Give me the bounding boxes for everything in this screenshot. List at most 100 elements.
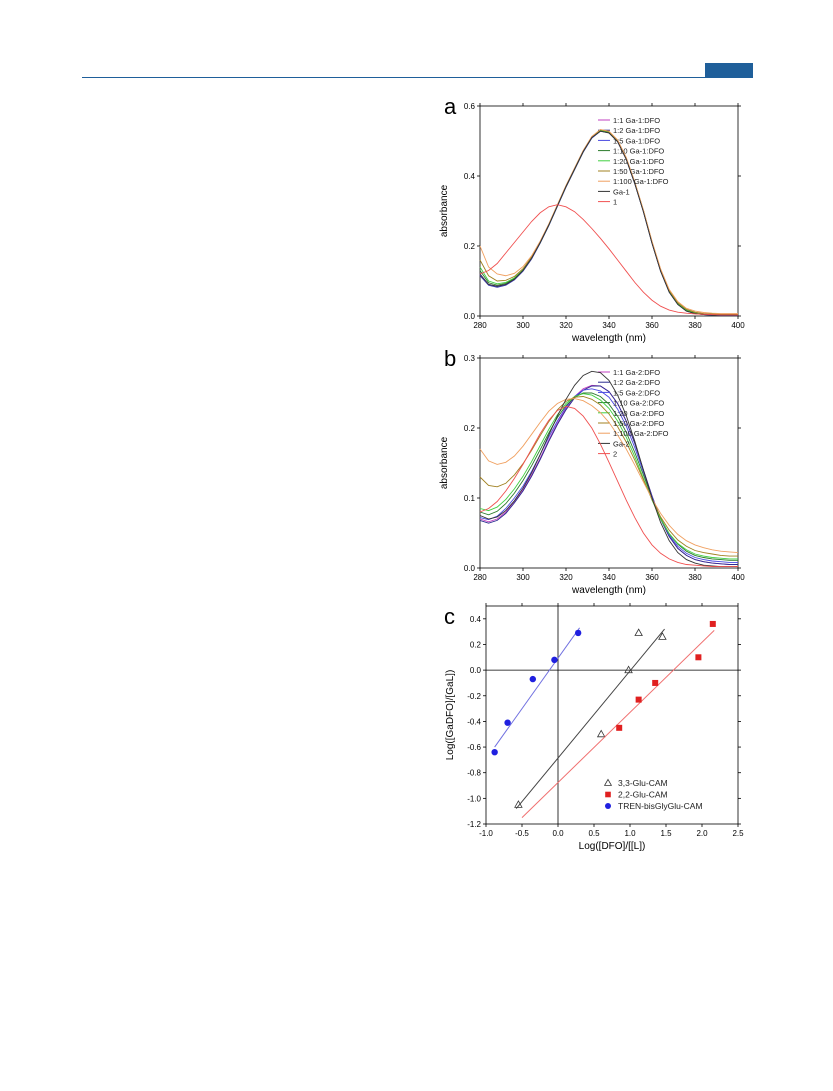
fit-line xyxy=(494,627,581,748)
data-point xyxy=(529,675,536,683)
x-tick-label: 2.5 xyxy=(732,829,744,838)
legend-entry: Ga-2 xyxy=(613,439,630,448)
legend-marker xyxy=(603,778,613,786)
legend-entry: 3,3-Glu-CAM xyxy=(618,778,668,788)
header-tab xyxy=(705,63,753,77)
series-line xyxy=(479,130,738,316)
x-tick-label: 1.5 xyxy=(660,829,672,838)
x-tick-label: 400 xyxy=(731,321,745,330)
x-axis-label: wavelength (nm) xyxy=(571,333,646,344)
series-line xyxy=(479,370,738,568)
x-tick-label: 300 xyxy=(516,321,530,330)
x-tick-label: 340 xyxy=(602,573,616,582)
chart-panel-c: c-1.0 -0.5 0.0 0.5 1.0 1.5 2.0 2.5-1.2-1.0-0.8-… xyxy=(444,603,744,852)
data-point xyxy=(551,656,558,664)
y-axis-label: absorbance xyxy=(439,436,450,489)
legend-entry: 1:100 Ga-2:DFO xyxy=(613,429,669,438)
series-line xyxy=(479,130,738,316)
x-axis-label: Log([DFO]/[[L]) xyxy=(579,841,646,852)
series-line xyxy=(479,128,738,314)
series-line xyxy=(479,129,738,316)
series-line xyxy=(479,388,738,563)
data-point xyxy=(574,629,582,637)
y-tick-label: -0.6 xyxy=(467,743,481,752)
y-tick-label: -0.2 xyxy=(467,692,481,701)
panel-letter: a xyxy=(444,94,457,119)
y-tick-label: 0.1 xyxy=(464,494,476,503)
data-point xyxy=(635,696,642,703)
y-tick-label: -1.2 xyxy=(467,820,481,829)
y-tick-label: -1.0 xyxy=(467,794,481,803)
x-tick-label: 360 xyxy=(645,573,659,582)
data-point xyxy=(624,665,633,674)
panel-letter: b xyxy=(444,346,456,371)
series-line xyxy=(479,405,738,568)
y-axis-label: absorbance xyxy=(439,184,450,237)
y-tick-label: 0.2 xyxy=(464,424,476,433)
legend-marker xyxy=(605,791,611,798)
x-tick-label: 380 xyxy=(688,321,702,330)
x-tick-label: 320 xyxy=(559,573,573,582)
plot-frame xyxy=(485,605,739,825)
legend-entry: TREN-bisGlyGlu-CAM xyxy=(618,801,703,811)
series-line xyxy=(479,385,738,565)
series-line xyxy=(479,392,738,561)
x-tick-label: 0.0 xyxy=(552,829,564,838)
legend-entry: 1 xyxy=(613,198,617,207)
y-tick-label: 0.2 xyxy=(470,640,482,649)
fit-line xyxy=(521,630,715,818)
y-axis-label: Log([GaDFO]/[GaL]) xyxy=(445,670,456,761)
legend-entry: 1:2 Ga-1:DFO xyxy=(613,126,660,135)
legend-entry: 1:5 Ga-2:DFO xyxy=(613,388,660,397)
data-point xyxy=(652,679,659,686)
x-tick-label: 280 xyxy=(473,573,487,582)
x-tick-label: 380 xyxy=(688,573,702,582)
plot-frame xyxy=(479,105,739,317)
data-point xyxy=(491,748,498,756)
x-tick-label: -1.0 xyxy=(479,829,493,838)
data-point xyxy=(695,654,702,661)
x-tick-label: 1.0 xyxy=(624,829,636,838)
series-line xyxy=(479,130,738,316)
panel-letter: c xyxy=(444,604,455,629)
x-tick-label: -0.5 xyxy=(515,829,529,838)
series-line xyxy=(479,129,738,315)
legend-entry: 1:50 Ga-2:DFO xyxy=(613,419,664,428)
x-tick-label: 280 xyxy=(473,321,487,330)
legend-marker xyxy=(605,803,611,809)
x-axis-label: wavelength (nm) xyxy=(571,585,646,596)
legend-entry: 1:100 Ga-1:DFO xyxy=(613,177,669,186)
y-tick-label: 0.0 xyxy=(464,564,476,573)
y-tick-label: 0.4 xyxy=(470,615,482,624)
legend-entry: 2 xyxy=(613,450,617,459)
series-line xyxy=(479,396,738,557)
data-point xyxy=(634,628,643,636)
data-point xyxy=(596,729,606,738)
series-line xyxy=(479,398,739,554)
chart-panel-a: a 280 300 320 340 360 380 400 0.0 0.2 0.4 0.6 wavele… xyxy=(439,94,745,344)
chart-panel-b: b 280 300 320 340 360 380 400 0.0 0.1 0.2 0.3 wavele… xyxy=(439,346,745,596)
y-tick-label: 0.0 xyxy=(464,312,476,321)
y-tick-label: 0.0 xyxy=(470,666,482,675)
header-rule xyxy=(82,77,753,78)
legend-entry: 1:1 Ga-2:DFO xyxy=(613,368,660,377)
series-line xyxy=(479,130,738,316)
data-point xyxy=(616,724,623,731)
legend-entry: 1:2 Ga-2:DFO xyxy=(613,378,660,387)
x-tick-label: 320 xyxy=(559,321,573,330)
data-point xyxy=(658,632,667,640)
y-tick-label: -0.4 xyxy=(467,717,481,726)
legend-entry: 1:1 Ga-1:DFO xyxy=(613,116,660,125)
y-tick-label: 0.2 xyxy=(464,242,476,251)
y-tick-label: 0.6 xyxy=(464,102,476,111)
legend-entry: 2,2-Glu-CAM xyxy=(618,790,668,800)
x-tick-label: 300 xyxy=(516,573,530,582)
legend-entry: 1:10 Ga-2:DFO xyxy=(613,399,664,408)
data-point xyxy=(504,719,511,726)
y-tick-label: 0.4 xyxy=(464,172,476,181)
fit-line xyxy=(515,628,665,809)
legend-entry: Ga-1 xyxy=(613,187,630,196)
series-line xyxy=(479,393,738,560)
legend-entry: 1:10 Ga-1:DFO xyxy=(613,147,664,156)
x-tick-label: 340 xyxy=(602,321,616,330)
